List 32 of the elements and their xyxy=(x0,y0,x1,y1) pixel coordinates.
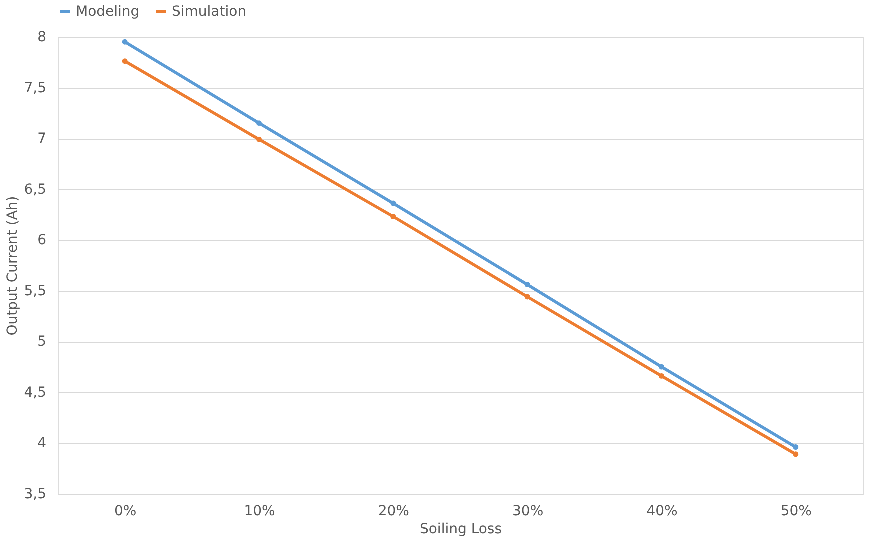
x-tick-label: 30% xyxy=(512,504,544,520)
x-tick-label: 50% xyxy=(780,504,812,520)
point xyxy=(390,214,396,220)
y-tick-label: 4 xyxy=(38,436,47,452)
x-tick-label: 0% xyxy=(114,504,137,520)
y-tick-label: 3,5 xyxy=(24,486,46,502)
legend-label: Simulation xyxy=(172,4,247,20)
x-tick-label: 20% xyxy=(378,504,410,520)
y-tick-label: 7 xyxy=(38,131,46,148)
point xyxy=(659,373,664,379)
y-tick-label: 6,5 xyxy=(24,182,46,198)
y-axis-title: Output Current (Ah) xyxy=(5,196,22,336)
point xyxy=(524,282,530,288)
legend-label: Modeling xyxy=(76,4,140,20)
point xyxy=(793,444,799,450)
point xyxy=(122,39,128,45)
x-axis-title: Soiling Loss xyxy=(420,522,502,538)
point xyxy=(256,136,262,142)
point xyxy=(390,200,396,206)
point xyxy=(793,452,799,458)
point xyxy=(256,120,262,126)
y-tick-label: 5,5 xyxy=(24,283,46,300)
y-tick-label: 4,5 xyxy=(24,384,46,401)
y-tick-label: 5 xyxy=(38,334,46,350)
x-tick-label: 10% xyxy=(244,504,276,520)
y-tick-label: 6 xyxy=(38,232,47,249)
y-tick-label: 7,5 xyxy=(24,80,46,96)
point xyxy=(122,58,128,64)
y-tick-label: 8 xyxy=(38,30,46,46)
point xyxy=(524,294,530,300)
x-tick-label: 40% xyxy=(646,504,678,520)
point xyxy=(659,364,664,370)
